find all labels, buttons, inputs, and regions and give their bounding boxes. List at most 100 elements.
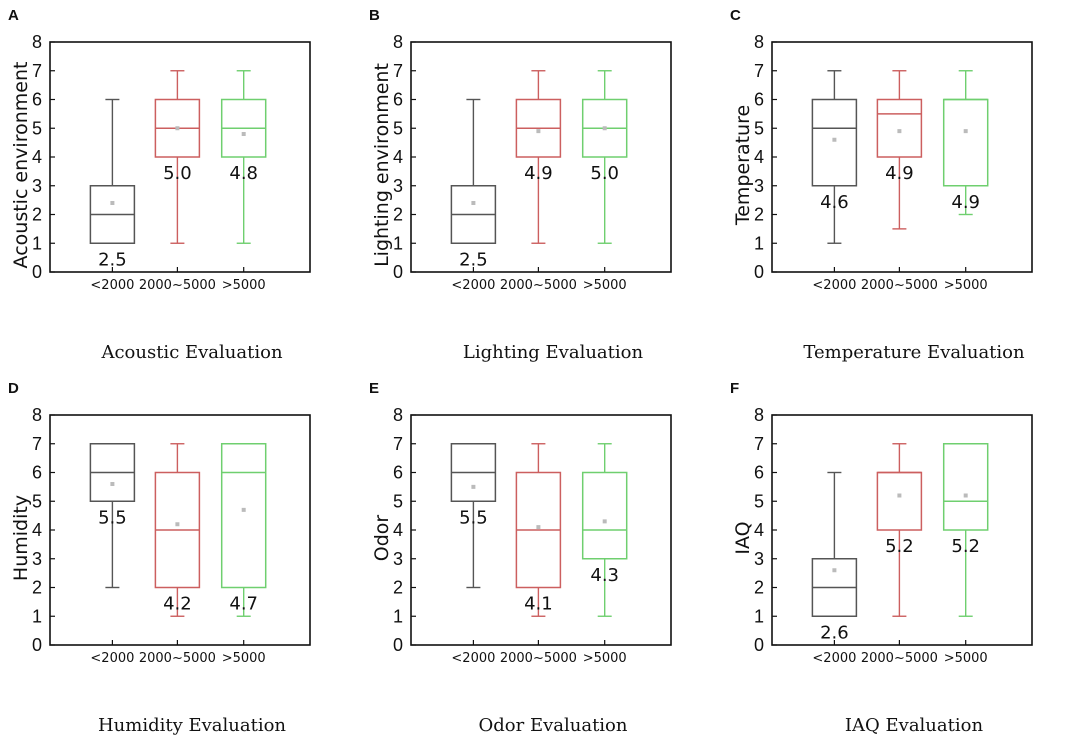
y-tick-label: 0	[754, 262, 764, 282]
mean-value-label: 4.9	[524, 163, 553, 184]
y-tick-label: 5	[32, 491, 42, 511]
y-tick-label: 4	[32, 147, 42, 167]
y-tick-label: 0	[393, 635, 403, 655]
mean-value-label: 5.0	[590, 163, 619, 184]
y-tick-label: 8	[393, 405, 403, 425]
mean-value-label: 2.5	[98, 249, 127, 270]
mean-marker	[897, 493, 902, 498]
category-label: <2000	[451, 278, 495, 293]
mean-marker	[175, 522, 180, 527]
box-plot-2: 4.3 >5000	[581, 443, 628, 666]
category-label: 2000~5000	[139, 651, 216, 666]
iqr-box	[876, 471, 923, 531]
y-tick-label: 5	[754, 491, 764, 511]
y-tick-label: 6	[754, 463, 764, 483]
iqr-box	[581, 471, 628, 560]
chart-panel-c: C 0 1 2 3 4 5 6 7 8 Temperature 4.6 <2000 4.9 2000~500…	[730, 7, 1033, 363]
y-tick-label: 0	[32, 262, 42, 282]
chart-title: Temperature Evaluation	[803, 342, 1025, 363]
iqr-box	[942, 98, 989, 187]
mean-value-label: 4.8	[229, 163, 258, 184]
y-tick-label: 7	[32, 61, 42, 81]
box-plot-2: 4.9 >5000	[942, 70, 989, 293]
y-tick-label: 7	[393, 61, 403, 81]
y-tick-label: 3	[32, 176, 42, 196]
mean-value-label: 4.1	[524, 594, 553, 615]
y-tick-label: 1	[393, 606, 403, 626]
box-plot-2: 4.8 >5000	[220, 70, 267, 293]
y-axis-label: Lighting environment	[371, 63, 393, 267]
mean-value-label: 5.0	[163, 163, 192, 184]
y-tick-label: 3	[754, 549, 764, 569]
y-tick-label: 5	[32, 118, 42, 138]
box-plot-0: 5.5 <2000	[450, 443, 497, 666]
mean-marker	[897, 129, 902, 134]
mean-marker	[110, 201, 115, 205]
chart-title: Lighting Evaluation	[463, 342, 644, 363]
mean-marker	[110, 482, 115, 486]
box-plot-0: 4.6 <2000	[811, 70, 858, 293]
category-label: 2000~5000	[139, 278, 216, 293]
y-tick-label: 1	[32, 606, 42, 626]
y-tick-label: 2	[393, 578, 403, 598]
y-tick-label: 3	[754, 176, 764, 196]
box-plot-0: 2.5 <2000	[450, 98, 497, 293]
mean-value-label: 4.9	[951, 192, 980, 213]
box-plot-1: 4.2 2000~5000	[139, 443, 216, 666]
y-tick-label: 6	[393, 90, 403, 110]
y-tick-label: 6	[393, 463, 403, 483]
y-tick-label: 7	[754, 61, 764, 81]
y-tick-label: 8	[754, 32, 764, 52]
y-tick-label: 4	[393, 520, 403, 540]
y-tick-label: 8	[32, 32, 42, 52]
box-plot-0: 2.6 <2000	[811, 471, 858, 666]
y-tick-label: 2	[32, 578, 42, 598]
y-tick-label: 7	[32, 434, 42, 454]
category-label: >5000	[583, 278, 627, 293]
y-axis-label: Humidity	[10, 495, 32, 581]
panel-letter: F	[730, 380, 739, 397]
y-tick-label: 6	[754, 90, 764, 110]
y-tick-label: 6	[32, 463, 42, 483]
box-plot-1: 4.1 2000~5000	[500, 443, 577, 666]
panel-letter: E	[369, 380, 379, 397]
box-plot-0: 5.5 <2000	[89, 443, 136, 666]
box-plot-2: 5.0 >5000	[581, 70, 628, 293]
y-tick-label: 0	[754, 635, 764, 655]
chart-title: Odor Evaluation	[479, 715, 628, 736]
mean-value-label: 4.7	[229, 594, 258, 615]
y-axis-label: Odor	[371, 515, 393, 562]
iqr-box	[942, 443, 989, 531]
iqr-box	[811, 98, 858, 187]
category-label: <2000	[812, 278, 856, 293]
y-tick-label: 8	[393, 32, 403, 52]
chart-title: Humidity Evaluation	[98, 715, 286, 736]
y-tick-label: 2	[32, 205, 42, 225]
chart-panel-e: E 0 1 2 3 4 5 6 7 8 Odor 5.5 <2000 4.1 2000~5000 4.3 >50…	[369, 380, 672, 736]
mean-marker	[536, 525, 541, 530]
mean-value-label: 2.6	[820, 622, 849, 643]
y-tick-label: 1	[754, 606, 764, 626]
y-tick-label: 2	[754, 578, 764, 598]
y-tick-label: 2	[754, 205, 764, 225]
chart-title: Acoustic Evaluation	[100, 342, 282, 363]
y-tick-label: 5	[393, 491, 403, 511]
mean-marker	[471, 484, 476, 489]
y-tick-label: 7	[754, 434, 764, 454]
mean-value-label: 4.6	[820, 192, 849, 213]
y-tick-label: 0	[32, 635, 42, 655]
y-tick-label: 4	[754, 147, 764, 167]
mean-marker	[471, 201, 476, 205]
panel-letter: B	[369, 7, 380, 24]
category-label: >5000	[583, 651, 627, 666]
y-tick-label: 6	[32, 90, 42, 110]
box-plot-1: 5.0 2000~5000	[139, 70, 216, 293]
y-axis-label: Acoustic environment	[10, 62, 32, 269]
mean-marker	[602, 126, 607, 131]
mean-value-label: 2.5	[459, 249, 488, 270]
box-plot-0: 2.5 <2000	[89, 98, 136, 293]
category-label: 2000~5000	[500, 278, 577, 293]
mean-value-label: 5.2	[951, 536, 980, 557]
